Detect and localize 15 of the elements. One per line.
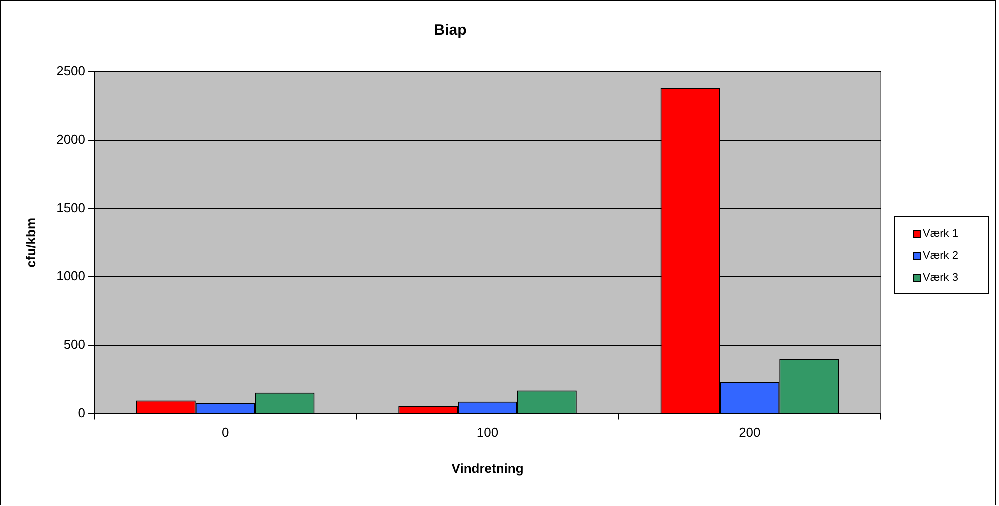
y-tick-label: 500 [64,337,86,352]
y-tick-label: 0 [78,405,86,420]
legend-label: Værk 2 [923,250,958,262]
legend-label: Værk 3 [923,272,958,284]
chart-title: Biap [434,22,467,40]
x-tick-label: 0 [222,425,230,440]
x-axis-title: Vindretning [452,460,524,476]
y-tick-label: 2000 [56,132,86,147]
y-tick-label: 1000 [56,268,86,284]
y-axis-title: cfu/kbm [23,218,38,268]
y-tick-label: 2500 [56,64,86,79]
y-tick-label: 1500 [56,200,86,216]
legend-label: Værk 1 [923,228,958,240]
x-tick-label: 100 [476,425,499,440]
x-tick-label: 200 [739,425,761,440]
